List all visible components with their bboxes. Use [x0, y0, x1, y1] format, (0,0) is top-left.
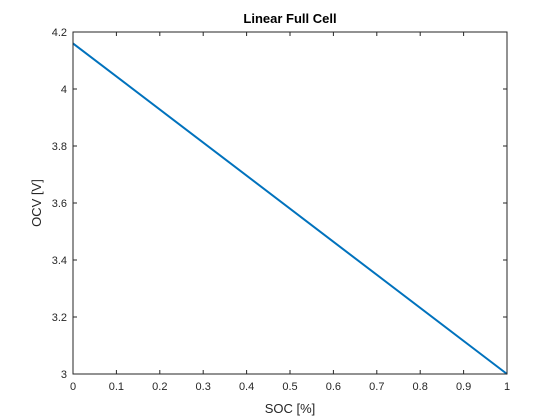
y-tick-label: 3: [61, 369, 67, 381]
y-axis: 3 3.2 3.4 3.6 3.8 4 4.2: [52, 27, 507, 381]
x-tick-label: 0.9: [456, 381, 471, 393]
y-tick-label: 3.6: [52, 198, 67, 210]
chart-title: Linear Full Cell: [243, 11, 336, 26]
plot-area: [73, 32, 507, 374]
y-tick-label: 4.2: [52, 27, 67, 39]
y-tick-label: 3.4: [52, 255, 67, 267]
x-tick-label: 0.8: [413, 381, 428, 393]
x-axis-label: SOC [%]: [265, 401, 316, 416]
x-axis: 0 0.1 0.2 0.3 0.4 0.5 0.6 0.7 0.8 0.9 1: [70, 32, 510, 393]
x-tick-label: 0.3: [196, 381, 211, 393]
x-tick-label: 0.7: [369, 381, 384, 393]
y-tick-label: 3.8: [52, 141, 67, 153]
x-tick-label: 1: [504, 381, 510, 393]
x-tick-label: 0.6: [326, 381, 341, 393]
series-line: [72, 42, 508, 375]
x-tick-label: 0.4: [239, 381, 254, 393]
y-axis-label: OCV [V]: [29, 179, 44, 227]
y-tick-label: 3.2: [52, 312, 67, 324]
x-tick-label: 0.2: [152, 381, 167, 393]
x-tick-label: 0.1: [109, 381, 124, 393]
x-tick-label: 0: [70, 381, 76, 393]
y-tick-label: 4: [61, 84, 67, 96]
x-tick-label: 0.5: [282, 381, 297, 393]
series-layer: [72, 42, 508, 375]
